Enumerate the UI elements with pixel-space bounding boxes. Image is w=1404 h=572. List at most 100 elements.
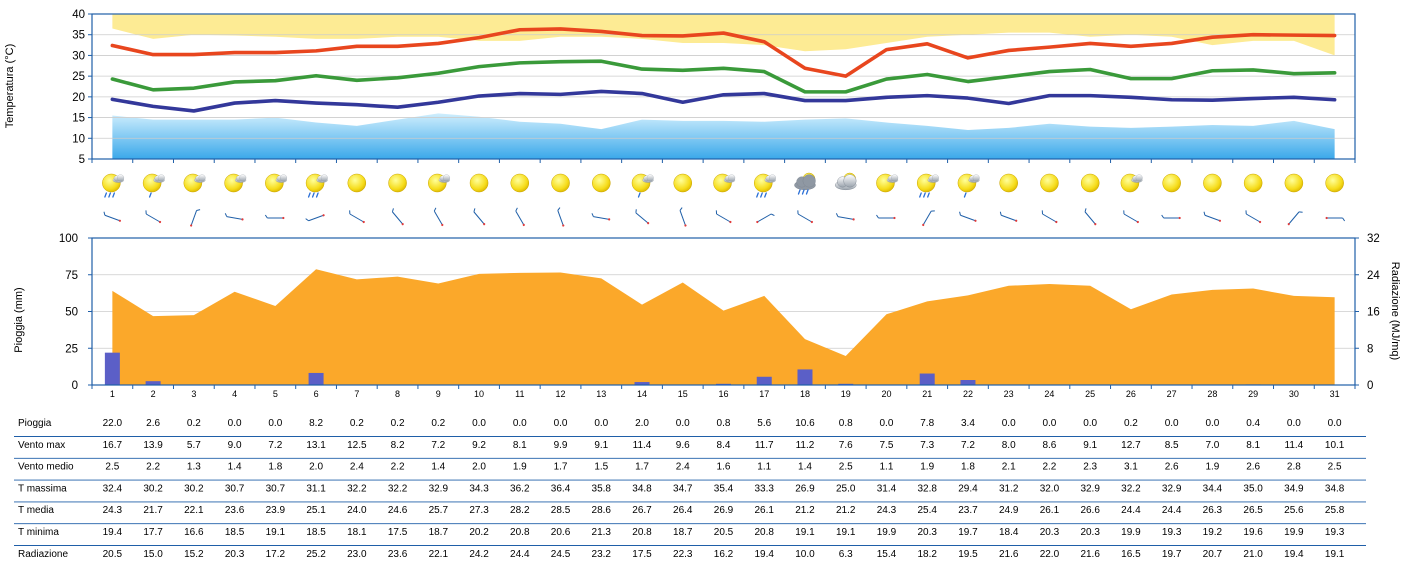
table-cell: 24.3 bbox=[103, 505, 123, 516]
rain-drop-icon bbox=[113, 193, 115, 197]
rain-tick-label: 100 bbox=[59, 233, 78, 245]
sun-icon bbox=[674, 174, 692, 192]
table-cell: 25.2 bbox=[306, 549, 326, 560]
table-cell: 19.6 bbox=[1243, 527, 1263, 538]
cloud-shape bbox=[647, 175, 654, 182]
wind-shaft bbox=[516, 211, 524, 225]
sun-icon bbox=[1203, 174, 1221, 192]
day-tick-label: 8 bbox=[395, 389, 400, 399]
wind-tip bbox=[322, 214, 325, 217]
day-tick-label: 21 bbox=[922, 389, 932, 399]
table-cell: 0.0 bbox=[228, 418, 242, 429]
table-cell: 34.8 bbox=[632, 483, 652, 494]
wind-shaft bbox=[636, 213, 648, 223]
table-cell: 2.1 bbox=[1002, 462, 1016, 473]
wind-direction-icon bbox=[1287, 210, 1302, 227]
wind-shaft bbox=[923, 211, 931, 225]
sun-icon bbox=[1285, 174, 1303, 192]
table-cell: 31.2 bbox=[999, 483, 1019, 494]
wind-barb bbox=[144, 210, 147, 214]
table-cell: 20.8 bbox=[755, 527, 775, 538]
radiation-axis-label: Radiazione (MJ/mq) bbox=[1389, 262, 1401, 360]
wind-barb bbox=[197, 209, 201, 212]
table-cell: 9.9 bbox=[554, 440, 568, 451]
table-cell: 0.2 bbox=[187, 418, 201, 429]
table-cell: 0.2 bbox=[1124, 418, 1138, 429]
wind-barb bbox=[1244, 210, 1247, 214]
cloud-shape bbox=[280, 175, 287, 182]
table-cell: 17.5 bbox=[388, 527, 408, 538]
table-cell: 16.7 bbox=[103, 440, 123, 451]
table-cell: 1.9 bbox=[513, 462, 527, 473]
table-cell: 1.5 bbox=[594, 462, 608, 473]
table-cell: 11.4 bbox=[1285, 440, 1304, 451]
wind-direction-icon bbox=[922, 209, 935, 228]
table-row-label: Vento medio bbox=[18, 462, 74, 473]
table-cell: 23.7 bbox=[958, 505, 978, 516]
wind-barb bbox=[1203, 212, 1206, 216]
day-tick-label: 17 bbox=[759, 389, 769, 399]
rain-drop-icon bbox=[309, 193, 311, 197]
wind-shaft bbox=[105, 215, 120, 220]
wind-shaft bbox=[558, 210, 563, 225]
sun-cloud-icon bbox=[265, 174, 287, 192]
wind-direction-row bbox=[103, 208, 1345, 228]
table-cell: 20.5 bbox=[103, 549, 123, 560]
table-cell: 1.9 bbox=[920, 462, 934, 473]
wind-barb bbox=[557, 208, 561, 211]
cloud-shape bbox=[728, 175, 735, 182]
wind-barb bbox=[265, 215, 267, 218]
rain-drop-icon bbox=[317, 193, 319, 197]
sun-icon bbox=[389, 174, 407, 192]
table-cell: 1.4 bbox=[431, 462, 445, 473]
table-cell: 25.0 bbox=[836, 483, 856, 494]
wind-barb bbox=[1162, 215, 1164, 218]
table-cell: 7.8 bbox=[920, 418, 934, 429]
wind-tip bbox=[1326, 217, 1328, 219]
table-cell: 8.2 bbox=[309, 418, 323, 429]
rain-drop-icon bbox=[639, 193, 641, 197]
wind-shaft bbox=[717, 214, 731, 222]
table-cell: 7.5 bbox=[880, 440, 894, 451]
day-tick-label: 25 bbox=[1085, 389, 1095, 399]
table-cell: 7.3 bbox=[920, 440, 934, 451]
table-cell: 16.2 bbox=[714, 549, 734, 560]
day-tick-label: 19 bbox=[841, 389, 851, 399]
rain-drop-icon bbox=[313, 193, 315, 197]
wind-barb bbox=[103, 212, 106, 216]
wind-shaft bbox=[798, 214, 812, 222]
table-cell: 20.3 bbox=[1040, 527, 1060, 538]
wind-shaft bbox=[960, 215, 975, 220]
wind-direction-icon bbox=[390, 208, 405, 225]
day-tick-label: 26 bbox=[1126, 389, 1136, 399]
wind-direction-icon bbox=[1326, 217, 1345, 221]
day-tick-label: 16 bbox=[718, 389, 728, 399]
wind-tip bbox=[1219, 219, 1222, 222]
wind-tip bbox=[562, 224, 565, 227]
cloud-icon bbox=[794, 175, 815, 190]
table-cell: 33.3 bbox=[755, 483, 775, 494]
day-tick-label: 6 bbox=[314, 389, 319, 399]
sun-cloud-drizzle-icon bbox=[143, 174, 165, 197]
table-cell: 27.3 bbox=[469, 505, 489, 516]
wind-barb bbox=[515, 208, 519, 211]
sun-cloud-icon bbox=[1121, 174, 1143, 192]
cloud-shape bbox=[932, 175, 939, 182]
wind-direction-icon bbox=[432, 208, 445, 227]
table-cell: 19.1 bbox=[836, 527, 856, 538]
table-cell: 2.6 bbox=[1165, 462, 1179, 473]
sun-cloud-icon bbox=[225, 174, 247, 192]
table-cell: 24.4 bbox=[1121, 505, 1141, 516]
wind-direction-icon bbox=[714, 210, 733, 223]
wind-barb bbox=[876, 215, 878, 218]
radiation-tick-label: 8 bbox=[1367, 343, 1373, 355]
table-cell: 24.4 bbox=[510, 549, 530, 560]
table-cell: 7.6 bbox=[839, 440, 853, 451]
table-cell: 26.1 bbox=[1040, 505, 1060, 516]
table-cell: 15.4 bbox=[877, 549, 897, 560]
table-cell: 21.6 bbox=[999, 549, 1019, 560]
wind-barb bbox=[771, 213, 774, 217]
rain-bar bbox=[105, 353, 120, 385]
